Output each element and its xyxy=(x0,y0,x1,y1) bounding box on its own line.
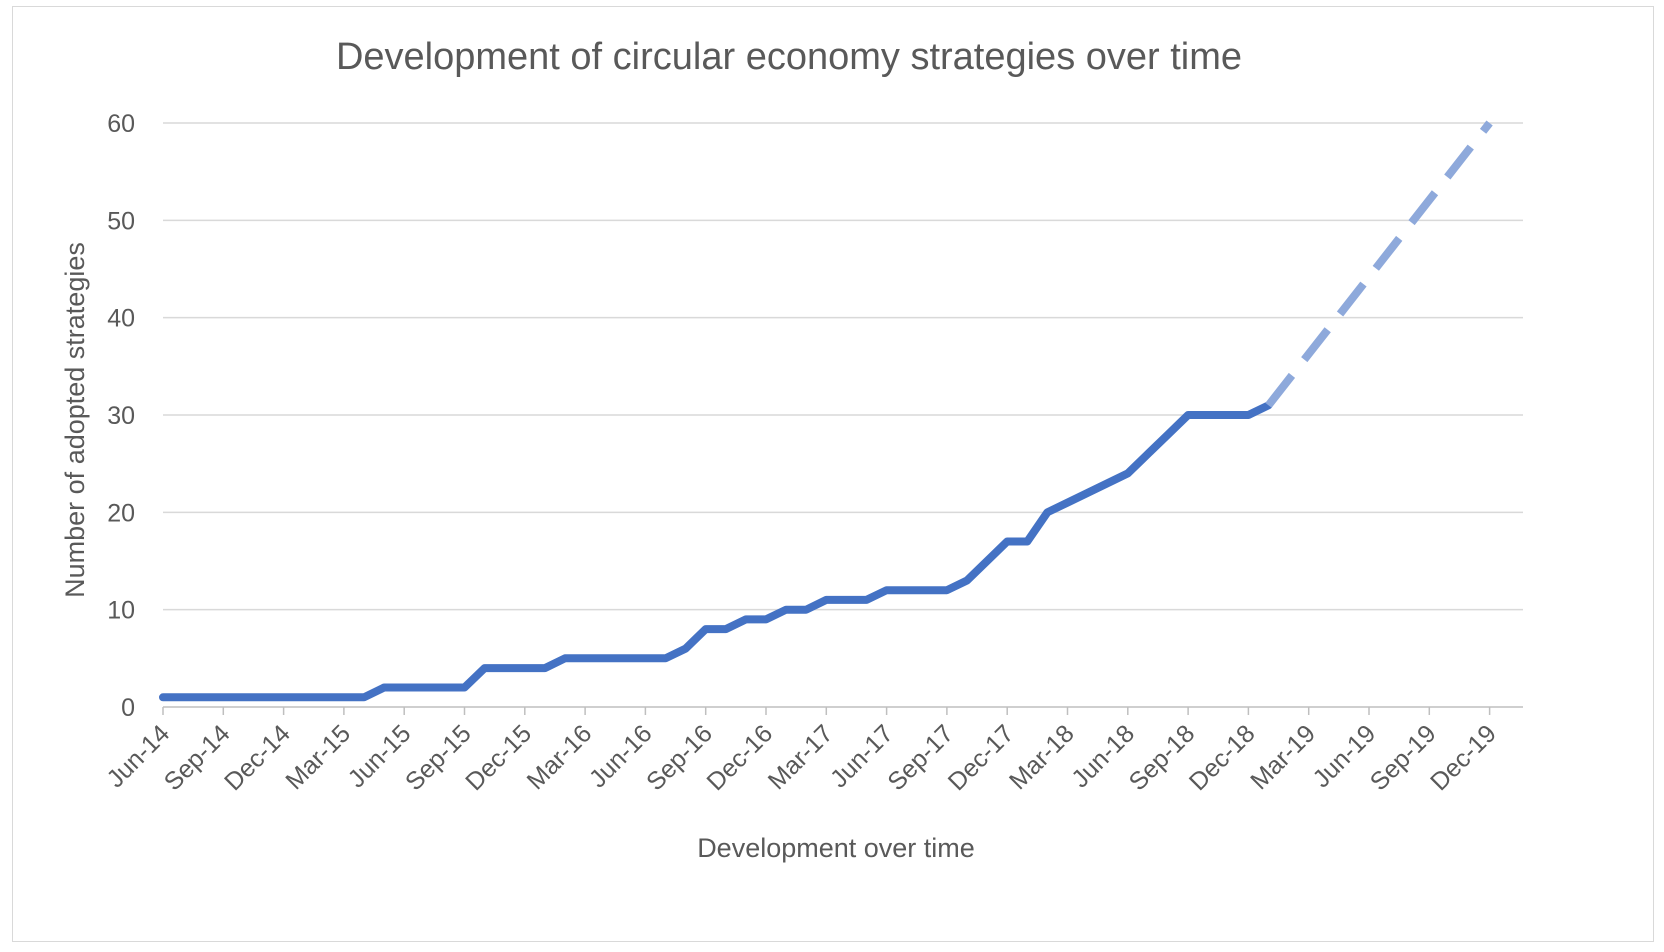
y-axis-title: Number of adopted strategies xyxy=(60,242,90,598)
x-tick-label: Sep-18 xyxy=(1124,719,1201,796)
x-tick-label: Mar-16 xyxy=(522,719,598,795)
y-tick-label: 20 xyxy=(107,499,135,527)
x-tick-label: Dec-15 xyxy=(460,719,537,796)
x-tick-label: Dec-17 xyxy=(943,719,1020,796)
x-tick-label: Dec-16 xyxy=(701,719,778,796)
line-chart: Development of circular economy strategi… xyxy=(60,36,1523,863)
x-tick-label: Dec-19 xyxy=(1425,719,1502,796)
y-tick-label: 0 xyxy=(121,694,135,722)
x-tick-label: Sep-17 xyxy=(882,719,959,796)
x-tick-label: Sep-14 xyxy=(159,719,236,796)
chart-title: Development of circular economy strategi… xyxy=(336,36,1242,78)
x-axis-title: Development over time xyxy=(697,833,975,863)
x-axis-tick-labels: Jun-14Sep-14Dec-14Mar-15Jun-15Sep-15Dec-… xyxy=(101,719,1501,796)
series-line-projection xyxy=(1265,120,1493,408)
y-tick-label: 40 xyxy=(107,305,135,333)
series-lines xyxy=(159,120,1493,702)
x-tick-label: Dec-18 xyxy=(1184,719,1261,796)
x-axis xyxy=(162,706,1523,715)
x-tick-label: Sep-19 xyxy=(1365,719,1442,796)
x-tick-label: Mar-18 xyxy=(1004,719,1080,795)
x-tick-label: Mar-19 xyxy=(1245,719,1321,795)
chart-frame: Development of circular economy strategi… xyxy=(12,6,1654,942)
y-tick-label: 30 xyxy=(107,402,135,430)
x-tick-label: Mar-17 xyxy=(763,719,839,795)
x-tick-label: Mar-15 xyxy=(280,719,356,795)
x-tick-label: Sep-15 xyxy=(400,719,477,796)
y-tick-label: 60 xyxy=(107,110,135,138)
y-tick-label: 50 xyxy=(107,207,135,235)
x-tick-label: Sep-16 xyxy=(641,719,718,796)
gridlines xyxy=(163,122,1523,611)
y-tick-label: 10 xyxy=(107,597,135,625)
series-line-actual xyxy=(159,401,1273,702)
x-tick-label: Dec-14 xyxy=(219,719,296,796)
y-axis: 0 10 20 30 40 50 60 xyxy=(107,110,135,722)
